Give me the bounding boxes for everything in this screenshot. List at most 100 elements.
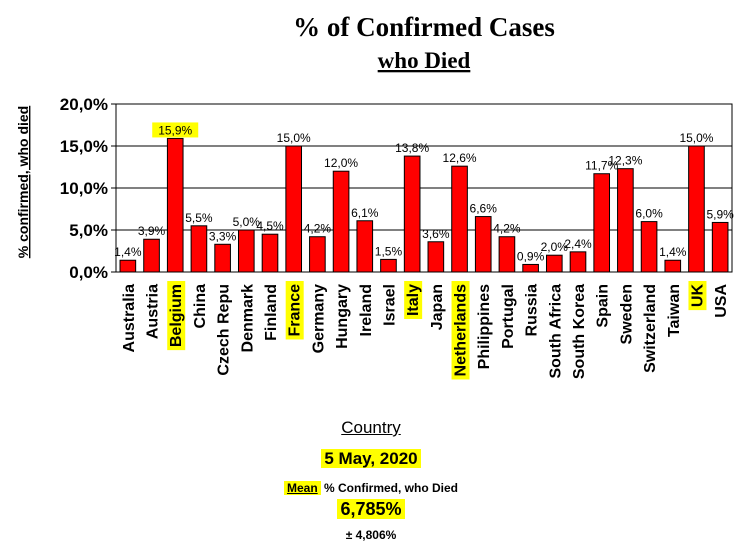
x-tick-label: Russia (524, 284, 541, 337)
x-tick: UK (688, 281, 707, 311)
x-tick-label: Australia (121, 284, 138, 353)
y-tick-label: 5,0% (69, 221, 108, 240)
bar (119, 259, 137, 273)
value-label: 6,0% (635, 207, 663, 221)
date-text: 5 May, 2020 (321, 449, 421, 468)
bar (356, 220, 374, 273)
value-label: 5,9% (706, 207, 734, 221)
x-axis-label: Country (341, 418, 401, 437)
x-tick-label: Netherlands (453, 284, 470, 377)
x-tick-label: South Korea (571, 284, 588, 379)
x-tick-label: USA (713, 284, 730, 318)
value-label: 6,6% (470, 202, 498, 216)
value-label: 2,0% (541, 240, 569, 254)
bar (474, 216, 492, 273)
mean-caption: Mean % Confirmed, who Died (0, 481, 742, 495)
value-label: 11,7% (585, 159, 618, 173)
x-tick: Ireland (358, 284, 375, 336)
y-tick-labels: 0,0% 5,0% 10,0% 15,0% 20,0% (60, 95, 108, 282)
bar (285, 145, 303, 273)
value-label: 12,0% (324, 156, 358, 170)
value-label: 15,9% (158, 123, 192, 137)
x-tick: Denmark (239, 284, 256, 353)
mean-value: 6,785% (0, 499, 742, 520)
value-label: 0,9% (517, 249, 545, 263)
mean-value-text: 6,785% (337, 499, 405, 519)
x-tick-label: Philippines (476, 284, 493, 369)
value-label: 1,5% (375, 244, 403, 258)
value-label: 6,1% (351, 206, 379, 220)
date-label: 5 May, 2020 (0, 449, 742, 469)
y-tick-label: 10,0% (60, 179, 108, 198)
bar (380, 258, 397, 273)
x-tick-label: Germany (310, 284, 327, 353)
x-tick: Belgium (167, 281, 186, 351)
plot-frame (115, 103, 733, 273)
x-tick: Australia (121, 284, 138, 353)
bar (640, 221, 658, 273)
x-tick-label: UK (689, 284, 706, 308)
bar (190, 225, 208, 273)
bars (119, 137, 729, 273)
value-label: 15,0% (679, 131, 713, 145)
x-tick: France (285, 281, 304, 340)
x-tick-highlight (688, 281, 707, 311)
value-label: 1,4% (114, 245, 142, 259)
x-tick-label: Belgium (168, 284, 185, 347)
x-tick: Portugal (500, 284, 517, 349)
x-tick: Hungary (334, 284, 351, 349)
x-tick: Taiwan (666, 284, 683, 337)
x-tick-label: Finland (263, 284, 280, 341)
value-label: 1,4% (659, 245, 687, 259)
value-label: 3,6% (422, 227, 450, 241)
value-label: 12,3% (608, 154, 642, 168)
bar (261, 233, 279, 273)
x-tick: USA (713, 284, 730, 318)
bar (711, 221, 729, 273)
x-tick-label: Switzerland (642, 284, 659, 373)
x-tick: Sweden (618, 284, 635, 344)
bar (143, 238, 160, 273)
mean-caption-rest: % Confirmed, who Died (320, 481, 459, 495)
bar (545, 254, 563, 273)
value-label: 4,5% (256, 219, 284, 233)
x-tick-label: China (192, 284, 209, 329)
bar (166, 137, 184, 273)
x-tick: Spain (595, 284, 612, 328)
bar (403, 155, 421, 273)
x-tick-label: South Africa (547, 284, 564, 379)
bar (498, 236, 516, 273)
x-tick-label: Japan (429, 284, 446, 330)
bar (664, 259, 682, 273)
value-label: 3,3% (209, 229, 237, 243)
x-tick: Germany (310, 284, 327, 353)
x-tick-label: Denmark (239, 284, 256, 353)
value-label: 2,4% (564, 237, 592, 251)
x-tick: Czech Repu (216, 284, 233, 376)
x-tick-label: Sweden (618, 284, 635, 344)
x-tick: South Korea (571, 284, 588, 379)
x-tick-label: Czech Repu (216, 284, 233, 376)
value-label: 15,0% (277, 131, 311, 145)
bar (569, 251, 587, 273)
value-labels: 1,4% 3,9% 15,9% 5,5% 3,3%5,0%4,5% 15,0% 4,2% 12… (114, 122, 734, 263)
bar (688, 145, 705, 273)
value-label: 4,2% (304, 222, 332, 236)
x-tick: China (192, 284, 209, 329)
x-tick: Japan (429, 284, 446, 330)
bar (309, 236, 326, 273)
x-tick: Austria (145, 284, 162, 339)
x-tick-highlight (404, 281, 423, 320)
mean-word: Mean (283, 481, 321, 495)
value-label: 3,9% (138, 224, 166, 238)
x-tick-highlight (167, 281, 186, 351)
x-tick-labels: Australia Austria Belgium China Czech Repu De… (121, 281, 730, 380)
bar (522, 263, 539, 273)
x-tick-label: Taiwan (666, 284, 683, 337)
chart-subtitle: who Died (378, 48, 471, 73)
bar (427, 241, 445, 273)
x-tick-label: Italy (405, 284, 422, 316)
y-axis-label: % confirmed, who died (15, 106, 31, 258)
value-label: 12,6% (443, 151, 477, 165)
x-tick-highlight (285, 281, 304, 340)
